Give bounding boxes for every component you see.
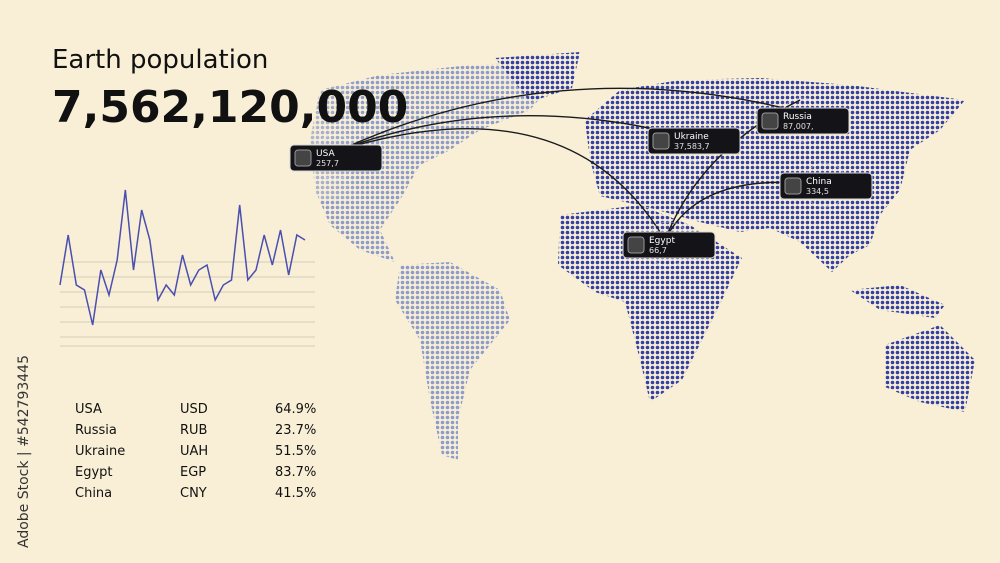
table-cell: USA: [75, 402, 102, 417]
table-cell: Russia: [75, 423, 117, 438]
north-america: [310, 62, 560, 262]
marker-icon: [761, 112, 779, 130]
marker-value: 37,583,7: [674, 142, 710, 151]
table-cell: UAH: [180, 444, 208, 459]
greenland: [495, 52, 580, 102]
marker-country: China: [806, 177, 832, 187]
marker-value: 87,007,: [783, 122, 814, 131]
map-fade: [270, 60, 360, 200]
table-cell: 23.7%: [275, 423, 316, 438]
table-cell: CNY: [180, 486, 207, 501]
marker-box: [647, 127, 741, 155]
marker-icon: [652, 132, 670, 150]
marker-value: 257,7: [316, 159, 339, 168]
table-cell: Egypt: [75, 465, 113, 480]
table-cell: RUB: [180, 423, 207, 438]
marker-box: [779, 172, 873, 200]
marker-country: Egypt: [649, 236, 675, 246]
connections: [339, 87, 821, 241]
marker-value: 66,7: [649, 246, 667, 255]
table-cell: China: [75, 486, 112, 501]
arc: [339, 115, 681, 151]
marker-icon: [784, 177, 802, 195]
marker-country: Ukraine: [674, 132, 709, 142]
australia: [885, 325, 975, 412]
marker-value: 334,5: [806, 187, 829, 196]
marker-box: [289, 144, 383, 172]
marker-country: USA: [316, 149, 335, 159]
table-cell: EGP: [180, 465, 206, 480]
marker-icon: [627, 236, 645, 254]
sparkline: [59, 189, 306, 326]
indonesia: [850, 285, 945, 318]
table-cell: 83.7%: [275, 465, 316, 480]
watermark: Adobe Stock | #542793445: [16, 355, 32, 548]
eurasia: [585, 78, 965, 272]
marker-box: [756, 107, 850, 135]
population: 7,562,120,000: [52, 82, 408, 133]
marker-country: Russia: [783, 112, 812, 122]
table-cell: 51.5%: [275, 444, 316, 459]
arc: [339, 128, 666, 241]
marker-box: [622, 231, 716, 259]
marker-icon: [294, 149, 312, 167]
title: Earth population: [52, 45, 268, 75]
south-america: [395, 262, 510, 460]
arc: [339, 87, 801, 151]
table-cell: 64.9%: [275, 402, 316, 417]
table-cell: 41.5%: [275, 486, 316, 501]
table-cell: Ukraine: [75, 444, 125, 459]
table-cell: USD: [180, 402, 208, 417]
